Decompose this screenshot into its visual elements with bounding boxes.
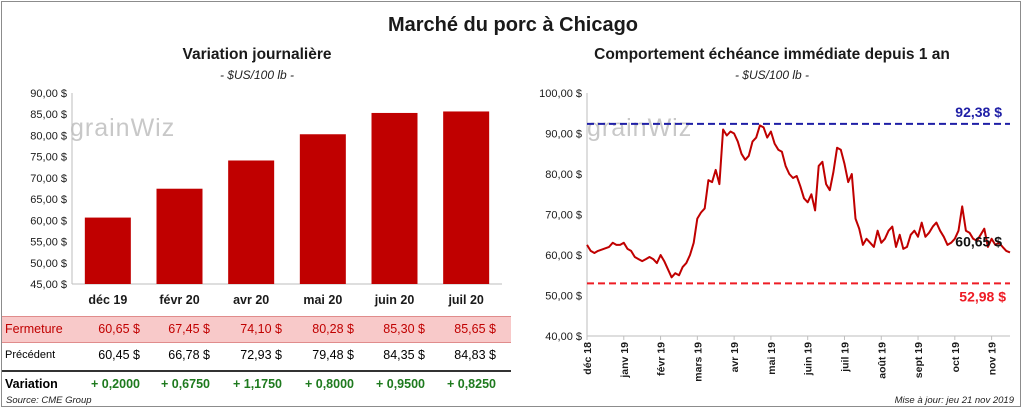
y-tick-label: 75,00 $ [30,152,67,164]
max-price-label: 92,38 $ [955,104,1002,120]
x-category-label: févr 20 [159,293,199,307]
fermeture-cell: 74,10 $ [240,322,282,336]
daily-variation-bar-chart: 45,00 $ 50,00 $ 55,00 $ 60,00 $ 65,00 $ 70,00… [30,88,502,307]
table-row-precedent: Précédent 60,45 $ 66,78 $ 72,93 $ 79,48 … [2,343,511,368]
bar [299,134,346,284]
y-tick-label: 65,00 $ [30,194,67,206]
x-tick-label: janv 19 [619,342,631,379]
fermeture-cell: 67,45 $ [168,322,210,336]
table-row-fermeture: Fermeture 60,65 $ 67,45 $ 74,10 $ 80,28 … [2,316,511,343]
y-tick-label: 80,00 $ [545,169,582,181]
variation-cell: + 0,6750 [160,377,210,391]
x-category-label: mai 20 [303,293,342,307]
x-tick-label: août 19 [876,342,888,379]
bar [84,217,131,284]
min-price-label: 52,98 $ [959,288,1006,304]
x-tick-label: sept 19 [913,342,925,378]
fermeture-label: Fermeture [5,322,63,336]
precedent-cell: 84,83 $ [454,348,496,362]
x-tick-label: mars 19 [692,342,704,382]
left-chart-subtitle: - $US/100 lb - [219,68,295,82]
left-chart-title: Variation journalière [182,46,332,63]
variation-label: Variation [5,377,58,391]
y-tick-label: 50,00 $ [30,258,67,270]
grainwiz-watermark-left: grainWiz [70,114,176,142]
fermeture-cell: 85,65 $ [454,322,496,336]
x-category-label: juin 20 [374,293,415,307]
x-tick-label: juil 19 [839,342,851,373]
bar [371,112,418,285]
fermeture-cell: 85,30 $ [383,322,425,336]
one-year-line-chart: 40,00 $ 50,00 $ 60,00 $ 70,00 $ 80,00 $ 90,00… [539,88,1011,382]
variation-cell: + 0,2000 [90,377,140,391]
x-tick-label: déc 18 [582,342,594,375]
precedent-cell: 66,78 $ [168,348,210,362]
x-category-label: juil 20 [447,293,483,307]
page-title: Marché du porc à Chicago [387,14,639,36]
price-series-line [586,124,1011,279]
x-tick-label: juin 19 [803,342,815,376]
x-tick-label: avr 19 [729,342,741,373]
right-chart-title: Comportement échéance immédiate depuis 1… [594,46,950,63]
variation-cell: + 0,9500 [375,377,425,391]
bar [156,188,203,284]
bar [228,160,275,284]
y-tick-label: 45,00 $ [30,279,67,291]
x-category-label: avr 20 [233,293,269,307]
x-category-label: déc 19 [88,293,127,307]
precedent-cell: 60,45 $ [98,348,140,362]
y-tick-label: 90,00 $ [30,88,67,100]
table-row-variation: Variation + 0,2000 + 0,6750 + 1,1750 + 0… [2,370,511,397]
y-tick-label: 60,00 $ [545,250,582,262]
y-tick-label: 40,00 $ [545,331,582,343]
x-tick-label: nov 19 [987,342,999,375]
y-tick-label: 55,00 $ [30,237,67,249]
y-tick-label: 90,00 $ [545,129,582,141]
y-tick-label: 70,00 $ [545,210,582,222]
y-tick-label: 80,00 $ [30,130,67,142]
x-tick-label: oct 19 [950,342,962,373]
variation-cell: + 1,1750 [232,377,282,391]
right-chart-subtitle: - $US/100 lb - [734,68,810,82]
y-tick-label: 60,00 $ [30,215,67,227]
grainwiz-watermark-right: grainWiz [587,114,693,142]
precedent-cell: 79,48 $ [312,348,354,362]
x-tick-label: mai 19 [766,342,778,375]
variation-cell: + 0,8250 [446,377,496,391]
variation-cell: + 0,8000 [304,377,354,391]
source-note: Source: CME Group [6,395,92,406]
y-tick-label: 85,00 $ [30,109,67,121]
x-tick-label: févr 19 [656,342,668,376]
y-tick-label: 70,00 $ [30,173,67,185]
update-note: Mise à jour: jeu 21 nov 2019 [894,395,1014,406]
precedent-cell: 72,93 $ [240,348,282,362]
fermeture-cell: 80,28 $ [312,322,354,336]
precedent-cell: 84,35 $ [383,348,425,362]
bar [443,111,490,284]
last-price-label: 60,65 $ [955,233,1002,249]
y-tick-label: 100,00 $ [539,88,582,100]
fermeture-cell: 60,65 $ [98,322,140,336]
precedent-label: Précédent [5,349,56,361]
y-tick-label: 50,00 $ [545,291,582,303]
